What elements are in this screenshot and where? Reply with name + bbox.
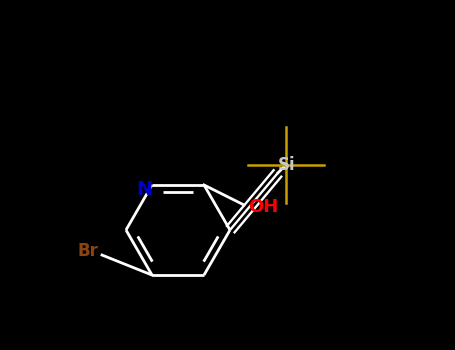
Text: Br: Br xyxy=(77,242,98,260)
Text: N: N xyxy=(136,181,152,199)
Text: OH: OH xyxy=(248,198,278,216)
Text: Si: Si xyxy=(278,155,295,174)
